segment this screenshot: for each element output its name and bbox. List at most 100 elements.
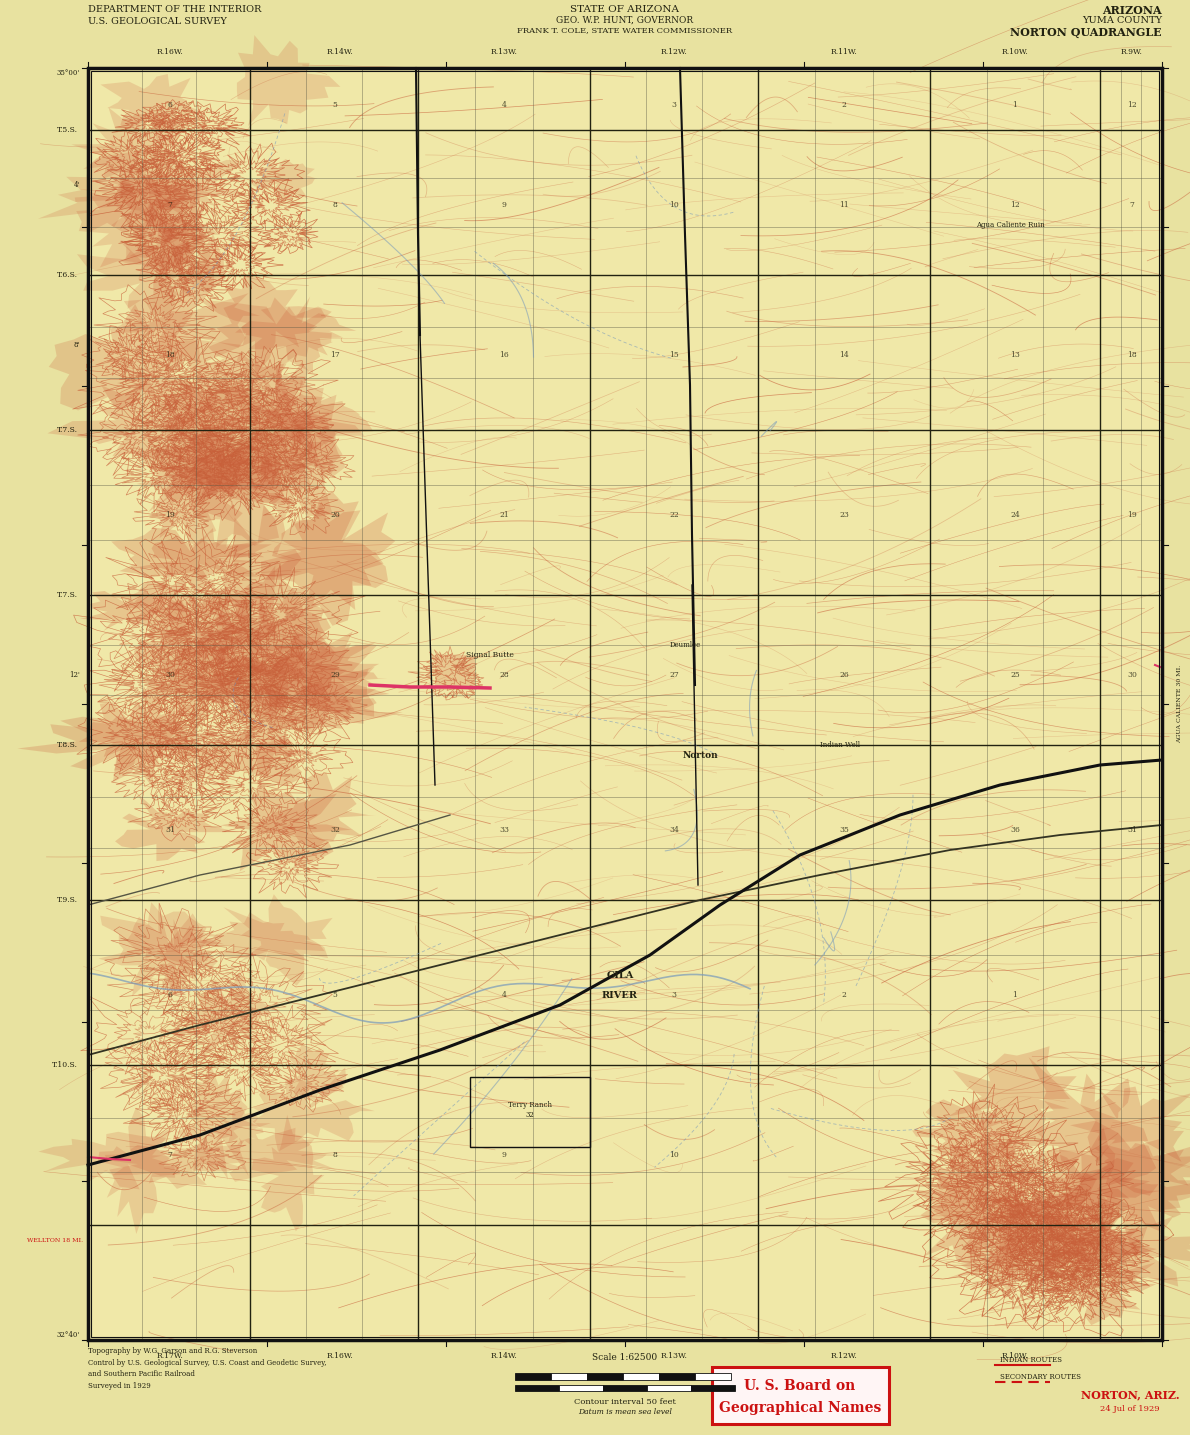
Polygon shape	[75, 177, 221, 212]
Text: Datum is mean sea level: Datum is mean sea level	[578, 1408, 672, 1416]
Text: 19: 19	[165, 511, 175, 519]
Text: 2: 2	[841, 992, 846, 999]
Bar	[587, 1373, 624, 1380]
Polygon shape	[1048, 1215, 1157, 1266]
Bar	[695, 1373, 731, 1380]
Text: 1: 1	[1013, 992, 1017, 999]
Polygon shape	[200, 913, 325, 961]
Text: 32: 32	[330, 827, 340, 834]
Text: 15: 15	[669, 352, 678, 359]
Polygon shape	[77, 241, 207, 316]
Polygon shape	[963, 1190, 1096, 1280]
Text: 8': 8'	[74, 342, 80, 349]
Polygon shape	[228, 684, 305, 776]
Polygon shape	[76, 174, 211, 267]
Bar	[659, 1373, 695, 1380]
Text: 10: 10	[669, 201, 678, 210]
Text: 3: 3	[671, 992, 676, 999]
Text: 25: 25	[1010, 672, 1020, 679]
Polygon shape	[130, 537, 267, 580]
Polygon shape	[164, 600, 301, 682]
Polygon shape	[100, 903, 225, 964]
Polygon shape	[252, 1068, 375, 1152]
Text: R.16W.: R.16W.	[326, 1352, 353, 1360]
Text: 19: 19	[1127, 511, 1136, 519]
Text: STATE OF ARIZONA: STATE OF ARIZONA	[570, 4, 679, 14]
Text: 28: 28	[499, 672, 509, 679]
Text: 7: 7	[168, 1151, 173, 1159]
Text: GEO. W.P. HUNT, GOVERNOR: GEO. W.P. HUNT, GOVERNOR	[557, 16, 694, 24]
Polygon shape	[186, 352, 307, 436]
Polygon shape	[112, 148, 251, 221]
Polygon shape	[125, 413, 281, 512]
Text: T.6.S.: T.6.S.	[57, 271, 79, 278]
Polygon shape	[944, 1236, 1059, 1299]
Text: 26: 26	[839, 672, 848, 679]
Text: 2: 2	[841, 100, 846, 109]
Polygon shape	[224, 894, 333, 986]
Polygon shape	[148, 732, 313, 786]
Text: NORTON, ARIZ.: NORTON, ARIZ.	[1081, 1389, 1179, 1401]
Text: U.S. GEOLOGICAL SURVEY: U.S. GEOLOGICAL SURVEY	[88, 17, 227, 26]
Polygon shape	[111, 528, 280, 591]
Text: 9: 9	[501, 201, 507, 210]
Text: R.14W.: R.14W.	[326, 47, 353, 56]
Text: INDIAN ROUTES: INDIAN ROUTES	[1000, 1356, 1061, 1365]
Bar	[551, 1373, 587, 1380]
Bar	[647, 1385, 691, 1391]
Text: Agua Caliente Ruin: Agua Caliente Ruin	[976, 221, 1045, 230]
Polygon shape	[1028, 1058, 1148, 1167]
Polygon shape	[238, 418, 343, 521]
Polygon shape	[159, 369, 259, 465]
Polygon shape	[178, 442, 265, 497]
Text: 23: 23	[839, 511, 848, 519]
Text: 36: 36	[1010, 827, 1020, 834]
Text: 9: 9	[501, 1151, 507, 1159]
Text: 7: 7	[168, 201, 173, 210]
Bar	[603, 1385, 647, 1391]
Text: R.10W.: R.10W.	[1002, 1352, 1028, 1360]
Polygon shape	[209, 594, 342, 718]
Polygon shape	[156, 448, 243, 547]
Polygon shape	[1029, 1243, 1157, 1325]
Text: T.10.S.: T.10.S.	[52, 1060, 79, 1069]
Text: 20: 20	[330, 511, 340, 519]
Polygon shape	[144, 232, 220, 293]
Polygon shape	[1001, 1158, 1161, 1223]
Text: 34: 34	[669, 827, 679, 834]
Text: R.12W.: R.12W.	[660, 47, 688, 56]
Text: T.5.S.: T.5.S.	[57, 126, 79, 133]
Text: 4: 4	[501, 992, 507, 999]
Text: ARIZONA: ARIZONA	[1102, 4, 1161, 16]
Polygon shape	[1052, 1121, 1190, 1260]
Polygon shape	[240, 630, 377, 733]
Text: 16: 16	[499, 352, 509, 359]
Text: 35: 35	[839, 827, 848, 834]
Text: T.7.S.: T.7.S.	[57, 426, 79, 433]
Text: Contour interval 50 feet: Contour interval 50 feet	[574, 1398, 676, 1406]
Bar	[515, 1373, 551, 1380]
Polygon shape	[209, 1106, 271, 1145]
Text: 12: 12	[1127, 100, 1136, 109]
Text: Terry Ranch
32: Terry Ranch 32	[508, 1102, 552, 1119]
Polygon shape	[137, 177, 208, 257]
Polygon shape	[257, 379, 374, 445]
Text: 7: 7	[1129, 201, 1134, 210]
Text: Norton: Norton	[682, 751, 718, 759]
Bar	[470, 1078, 590, 1147]
Text: FRANK T. COLE, STATE WATER COMMISSIONER: FRANK T. COLE, STATE WATER COMMISSIONER	[518, 26, 733, 34]
Polygon shape	[1023, 1174, 1115, 1271]
Text: 4': 4'	[74, 181, 80, 189]
Text: 18: 18	[165, 352, 175, 359]
Polygon shape	[80, 590, 183, 631]
Polygon shape	[221, 505, 305, 640]
Text: Deumlee: Deumlee	[669, 641, 701, 649]
Polygon shape	[244, 363, 326, 495]
Text: 17: 17	[330, 352, 340, 359]
Text: 13: 13	[1010, 352, 1020, 359]
Text: R.10W.: R.10W.	[1002, 47, 1028, 56]
Text: Geographical Names: Geographical Names	[719, 1401, 881, 1415]
Text: 21: 21	[499, 511, 509, 519]
Polygon shape	[214, 395, 364, 481]
Text: 3: 3	[671, 100, 676, 109]
